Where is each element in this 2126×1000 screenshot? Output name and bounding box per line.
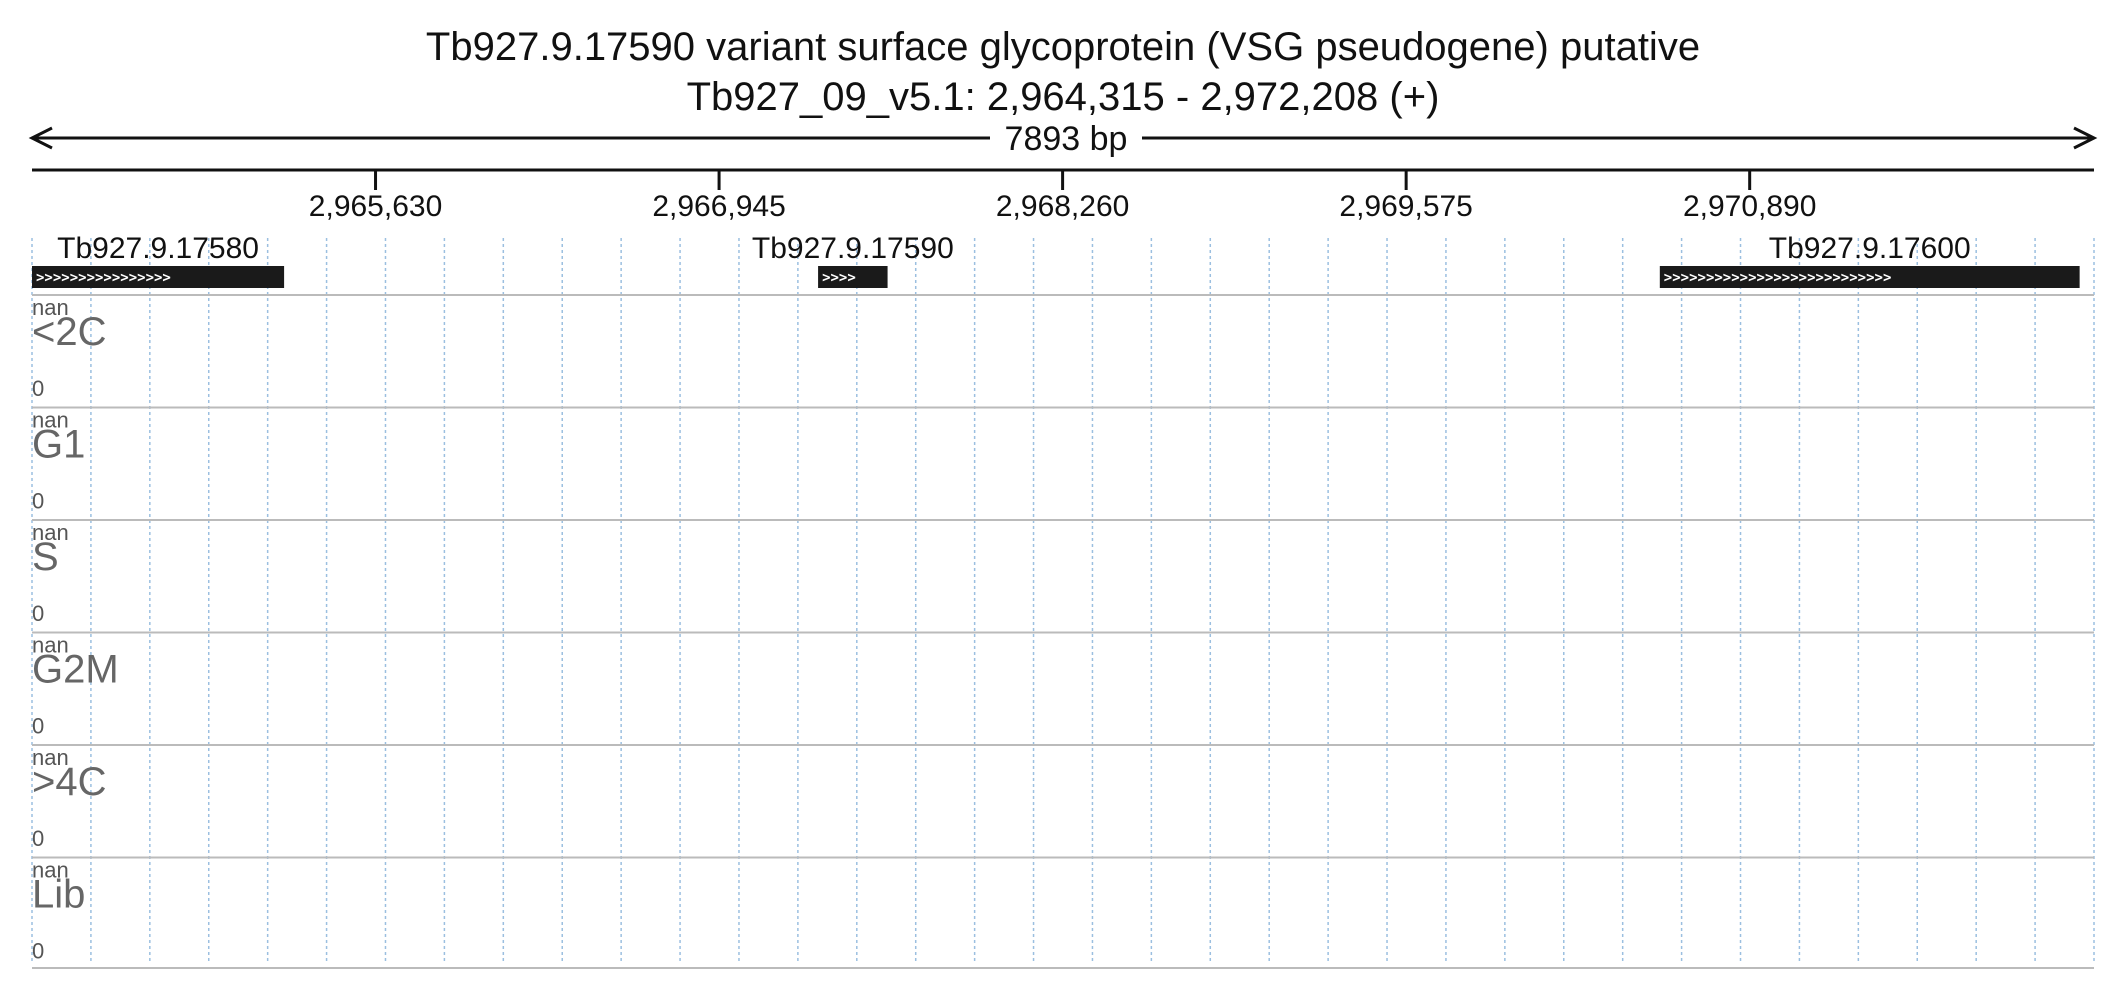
span-length-label: 7893 bp xyxy=(1005,120,1128,158)
gene-strand-arrows: >>>> xyxy=(822,270,856,286)
grid-lines xyxy=(31,238,2095,962)
span-arrow: 7893 bp xyxy=(28,120,2098,158)
gene-name-label: Tb927.9.17590 xyxy=(752,232,954,265)
track-name-label: S xyxy=(32,535,59,579)
gene-track: >>>>>>>>>>>>>>>> Tb927.9.17580 >>>> Tb927.9… xyxy=(32,232,2080,288)
tick-label: 2,965,630 xyxy=(309,190,442,223)
track-max-label: nan xyxy=(32,520,69,545)
track-max-label: nan xyxy=(32,295,69,320)
gene-feature xyxy=(818,266,888,288)
axis-ticks: 2,965,630 2,966,945 2,968,260 2,969,575 2,97… xyxy=(309,170,1816,223)
track-min-label: 0 xyxy=(32,489,44,514)
tick-label: 2,968,260 xyxy=(996,190,1129,223)
track-min-label: 0 xyxy=(32,714,44,739)
track-max-label: nan xyxy=(32,633,69,658)
track-name-label: <2C xyxy=(32,310,107,354)
track-name-label: G1 xyxy=(32,423,85,467)
gene-feature xyxy=(32,266,285,288)
gene-strand-arrows: >>>>>>>>>>>>>>>>>>>>>>>>>>> xyxy=(1664,270,1892,286)
track-min-label: 0 xyxy=(32,826,44,851)
track-min-label: 0 xyxy=(32,939,44,964)
span-arrowhead-right xyxy=(2073,126,2098,150)
track-name-label: Lib xyxy=(32,873,85,917)
tick-label: 2,966,945 xyxy=(652,190,785,223)
span-arrowhead-left xyxy=(28,126,53,150)
figure-subtitle: Tb927_09_v5.1: 2,964,315 - 2,972,208 (+) xyxy=(687,75,1440,119)
tick-label: 2,970,890 xyxy=(1683,190,1816,223)
track-max-label: nan xyxy=(32,745,69,770)
track-min-label: 0 xyxy=(32,376,44,401)
track-name-label: >4C xyxy=(32,760,107,804)
track-max-label: nan xyxy=(32,408,69,433)
track-max-label: nan xyxy=(32,858,69,883)
figure-title: Tb927.9.17590 variant surface glycoprote… xyxy=(426,25,1700,69)
gene-name-label: Tb927.9.17580 xyxy=(57,232,259,265)
gene-name-label: Tb927.9.17600 xyxy=(1769,232,1971,265)
tick-label: 2,969,575 xyxy=(1339,190,1472,223)
track-name-label: G2M xyxy=(32,648,119,692)
gene-strand-arrows: >>>>>>>>>>>>>>>> xyxy=(36,270,171,286)
gene-feature xyxy=(1659,266,2080,288)
track-min-label: 0 xyxy=(32,601,44,626)
